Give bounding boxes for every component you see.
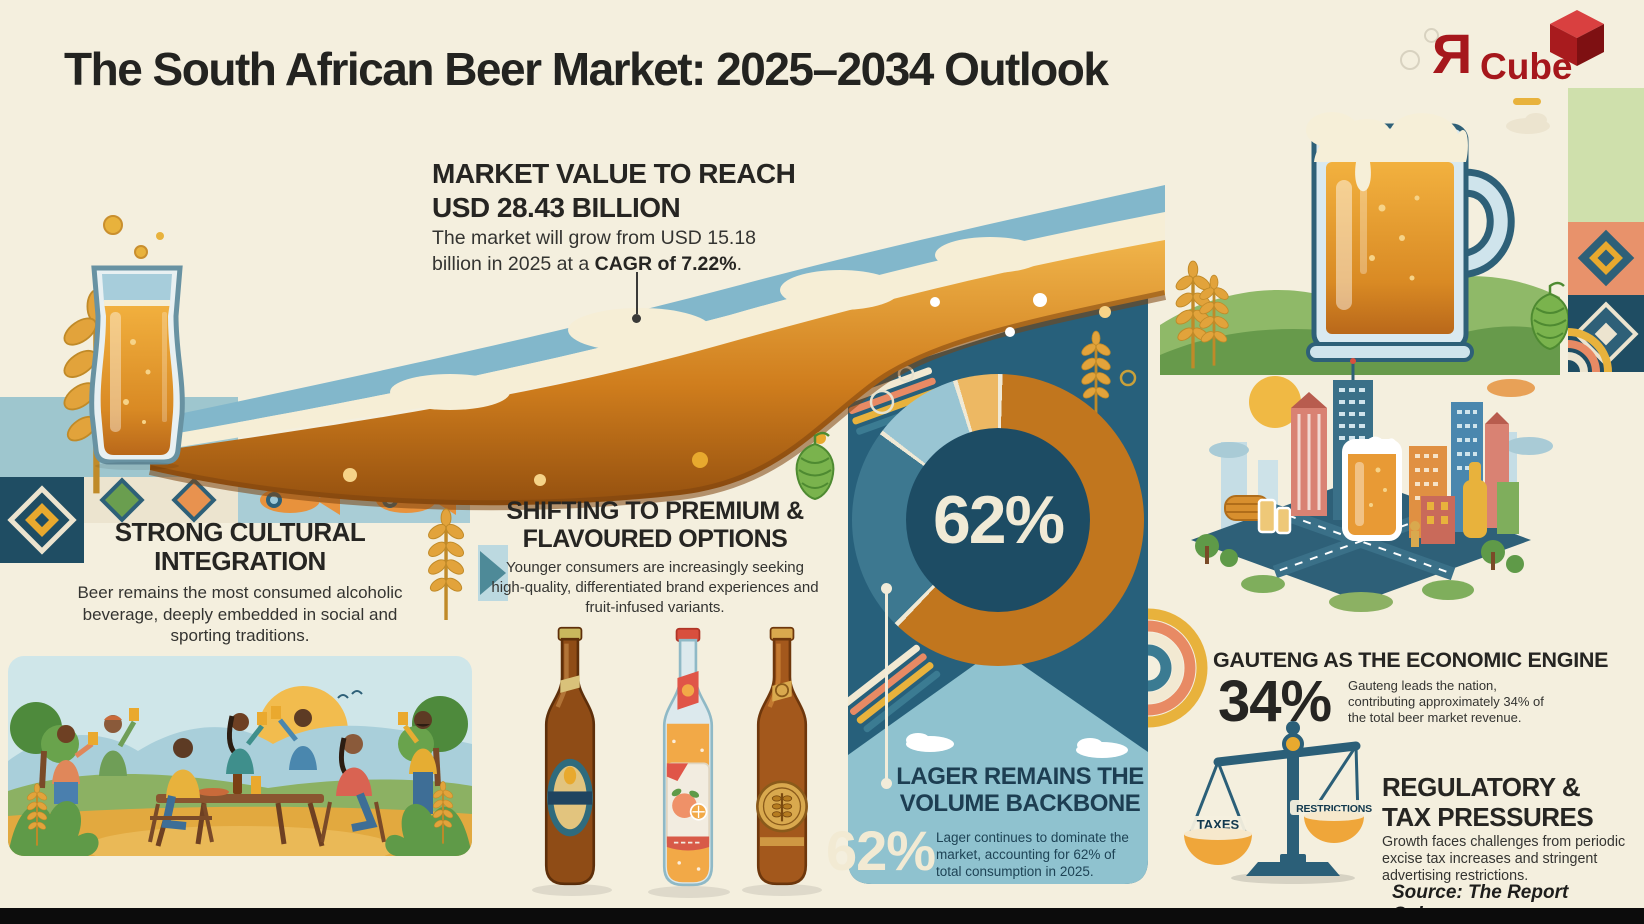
lager-body: Lager continues to dominate the market, … <box>936 830 1129 879</box>
gold-dash-ornament <box>1513 98 1541 105</box>
triangle-tile <box>478 545 508 601</box>
diamond-tile-cream <box>84 477 238 523</box>
donut-hole: 62% <box>906 428 1090 612</box>
beer-mug-illustration <box>1306 112 1515 362</box>
bubble-ornament <box>1424 28 1439 43</box>
gauteng-body: Gauteng leads the nation, contributing a… <box>1348 678 1544 725</box>
pattern-column-green <box>1568 88 1644 222</box>
scale-label-restrictions: RESTRICTIONS <box>1296 803 1372 815</box>
statue <box>1410 521 1420 547</box>
wave-bubbles <box>103 215 1111 486</box>
premium-heading: SHIFTING TO PREMIUM & FLAVOURED OPTIONS <box>506 497 804 553</box>
donut-chart: 62% <box>852 374 1144 666</box>
beer-bottle-amber <box>756 626 808 886</box>
cultural-body: Beer remains the most consumed alcoholic… <box>77 583 403 645</box>
lager-heading: LAGER REMAINS THE VOLUME BACKBONE <box>896 763 1144 817</box>
cloud-icon <box>1506 113 1550 134</box>
premium-body: Younger consumers are increasingly seeki… <box>491 559 819 616</box>
footer-bar <box>0 908 1644 924</box>
logo-r: Я <box>1432 22 1473 85</box>
wheat-icon-small <box>424 507 468 622</box>
donut-pointer-dot-top <box>881 583 892 594</box>
regulatory-heading: REGULATORY & TAX PRESSURES <box>1382 772 1594 832</box>
lager-stat: 62% <box>826 819 936 882</box>
bottle-shadow <box>742 884 822 896</box>
foam-blobs <box>390 237 1045 410</box>
regulatory-body: Growth faces challenges from periodic ex… <box>1382 834 1626 884</box>
beer-bottle-fruit <box>662 627 714 887</box>
city-beer-glass <box>1342 436 1402 541</box>
market-value-body: The market will grow from USD 15.18 bill… <box>432 227 757 275</box>
pointer-line <box>636 272 638 314</box>
gauteng-heading: GAUTENG AS THE ECONOMIC ENGINE <box>1213 648 1609 672</box>
pointer-dot <box>632 314 641 323</box>
rainbow-arc-ornament <box>1147 608 1208 728</box>
sun-icon <box>1249 376 1301 428</box>
bubble-ornament <box>1400 50 1420 70</box>
pattern-column-diamond-navy <box>1567 295 1644 373</box>
bottle-shadow <box>532 884 612 896</box>
scale-icon: TAXES RESTRICTIONS <box>1184 721 1380 884</box>
foliage <box>8 780 472 856</box>
donut-pointer-line <box>885 588 888 783</box>
city-bottle <box>1463 462 1487 538</box>
cube-icon <box>1550 10 1604 66</box>
hop-icon <box>795 431 835 501</box>
donut-pointer-dot-bottom <box>881 778 892 789</box>
market-value-heading: MARKET VALUE TO REACH USD 28.43 BILLION <box>432 158 796 223</box>
bottle-shadow <box>648 886 730 898</box>
people-group <box>52 706 437 843</box>
donut-center-label: 62% <box>932 482 1065 558</box>
logo: Я Cube <box>1430 10 1620 94</box>
hop-icon <box>1530 281 1570 351</box>
page-title: The South African Beer Market: 2025–2034… <box>64 43 1109 95</box>
cultural-heading: STRONG CULTURAL INTEGRATION <box>114 517 366 577</box>
pattern-column-diamond-salmon <box>1568 222 1644 295</box>
beer-wave-illustration <box>103 185 1167 511</box>
diamond-tile-navy <box>0 477 84 563</box>
scale-label-taxes: TAXES <box>1197 817 1240 832</box>
beer-bottle-brown <box>544 626 596 886</box>
people-scene-illustration <box>8 656 472 856</box>
gauteng-stat: 34% <box>1218 669 1332 734</box>
city-illustration <box>1191 358 1553 612</box>
panel-clouds <box>906 733 1128 758</box>
beer-glass-illustration <box>89 265 185 470</box>
